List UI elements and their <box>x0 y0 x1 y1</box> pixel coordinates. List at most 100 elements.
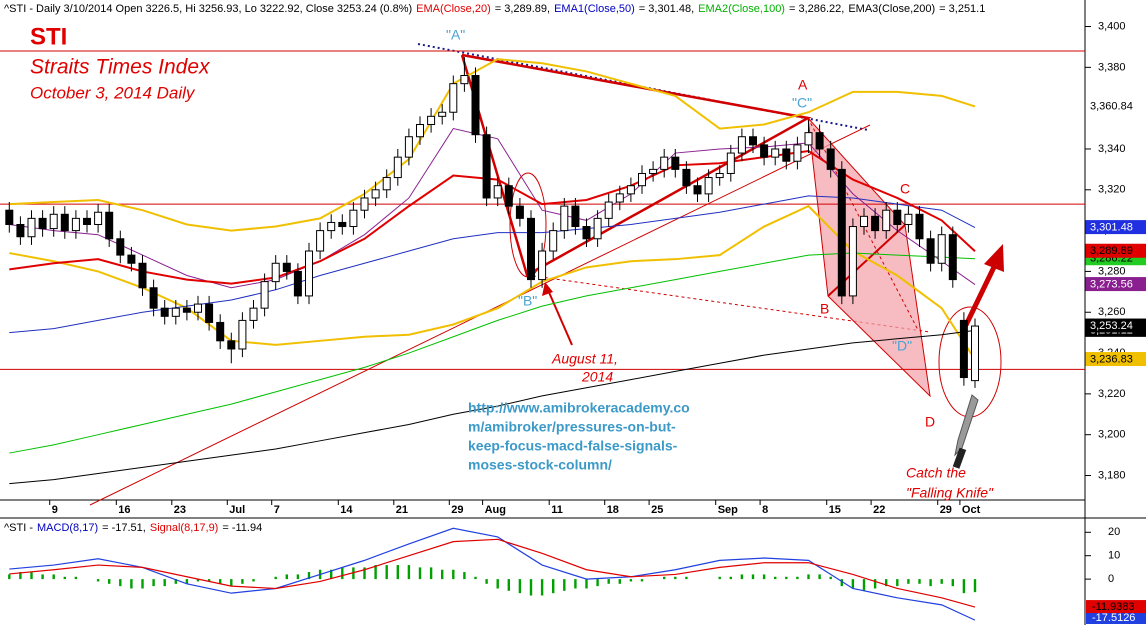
arrow <box>547 289 573 346</box>
x-tick-label: Jul <box>229 504 245 516</box>
histogram-bar <box>252 579 255 582</box>
candle-body <box>27 217 36 238</box>
candle-body <box>127 254 136 264</box>
value-box-label: 3,236.83 <box>1090 353 1133 365</box>
candle-body <box>649 168 658 174</box>
candle-body <box>416 123 424 138</box>
candle-body <box>948 234 957 281</box>
candle-body <box>293 270 302 297</box>
value-box <box>1086 600 1146 614</box>
pattern-line <box>807 117 919 331</box>
candle-body <box>660 156 669 170</box>
histogram-bar <box>918 579 921 584</box>
pattern-label: "A" <box>446 27 465 43</box>
histogram-bar <box>529 579 533 596</box>
candle-body <box>227 340 236 350</box>
candle-body <box>782 148 791 162</box>
candle-body <box>704 177 713 195</box>
candle-body <box>515 205 524 219</box>
candle-body <box>504 185 513 207</box>
histogram-bar <box>8 574 11 580</box>
candle-body <box>538 250 547 281</box>
candle-body <box>360 197 369 211</box>
histogram-bar <box>219 579 222 584</box>
candle-body <box>527 217 535 281</box>
candle-body <box>926 238 935 264</box>
candle-body <box>737 136 746 154</box>
plot: 3,4003,3803,3603,3403,3203,3003,2803,260… <box>0 20 1146 624</box>
candle-body <box>682 168 691 187</box>
annotation: 2014 <box>581 369 613 385</box>
histogram-bar <box>818 574 821 580</box>
pattern-label: A <box>798 77 808 93</box>
histogram-bar <box>474 576 477 580</box>
histogram-bar <box>296 574 300 580</box>
overlay-line <box>9 204 976 361</box>
candle-body <box>316 230 325 252</box>
histogram-bar <box>407 565 411 580</box>
header-text: = 3,289.89, <box>495 3 550 15</box>
histogram-bar <box>796 576 799 580</box>
x-tick-label: 16 <box>118 504 130 516</box>
histogram-bar <box>596 579 599 587</box>
candle-body <box>582 226 591 240</box>
value-box-label: 3,253.24 <box>1090 320 1133 332</box>
candle-body <box>626 185 635 195</box>
histogram-bar <box>341 567 344 580</box>
histogram-bar <box>663 576 666 580</box>
candle-body <box>826 148 835 170</box>
histogram-bar <box>485 579 488 584</box>
annotation: August 11, <box>551 351 618 367</box>
arrow-head <box>984 244 1004 272</box>
x-tick-label: 7 <box>274 504 280 516</box>
value-box-label: 3,273.56 <box>1090 278 1133 290</box>
histogram-bar <box>785 576 788 580</box>
pattern-label: C <box>900 181 910 197</box>
pattern-label: D <box>925 414 935 430</box>
y-tick-label: 3,340 <box>1098 143 1126 155</box>
candle-body <box>971 325 979 382</box>
header-text: = -11.94 <box>222 522 262 534</box>
candle-body <box>305 250 313 297</box>
overlay-line <box>9 329 976 485</box>
candle-body <box>216 321 225 342</box>
arrow <box>963 263 998 327</box>
candle-body <box>349 209 358 228</box>
candle-body <box>804 132 813 146</box>
value-box-label: -11.9383 <box>1092 601 1135 613</box>
histogram-bar <box>607 579 610 584</box>
x-tick-label: 15 <box>829 504 841 516</box>
candle-body <box>282 262 291 272</box>
candle-body <box>560 205 569 232</box>
candle-body <box>638 172 646 187</box>
value-box-label: 3,289.89 <box>1090 245 1133 257</box>
histogram-bar <box>674 576 677 580</box>
candle-body <box>149 287 158 309</box>
value-box <box>1085 352 1146 367</box>
histogram-bar <box>74 576 78 580</box>
candle-body <box>427 115 436 125</box>
histogram-bar <box>285 574 288 580</box>
pattern-label: "B" <box>518 293 537 309</box>
candle-body <box>904 213 913 225</box>
histogram-bar <box>185 579 189 584</box>
value-box-label: 3,360.84 <box>1090 100 1133 112</box>
y-tick-label: 3,280 <box>1098 265 1126 277</box>
candle-body <box>83 217 91 225</box>
histogram-bar <box>396 565 399 580</box>
candle-body <box>404 136 413 158</box>
annotation: "Falling Knife" <box>906 485 994 501</box>
candle-body <box>882 209 891 232</box>
candle-body <box>138 262 147 289</box>
y-tick-label: 3,400 <box>1098 20 1126 32</box>
histogram-bar <box>496 579 499 589</box>
candle-body <box>238 319 247 350</box>
value-box <box>1085 98 1146 113</box>
x-tick-label: 11 <box>551 504 563 516</box>
histogram-bar <box>141 579 144 589</box>
histogram-bar <box>52 574 55 580</box>
histogram-bar <box>418 567 422 580</box>
histogram-bar <box>174 579 177 584</box>
histogram-bar <box>873 579 877 589</box>
